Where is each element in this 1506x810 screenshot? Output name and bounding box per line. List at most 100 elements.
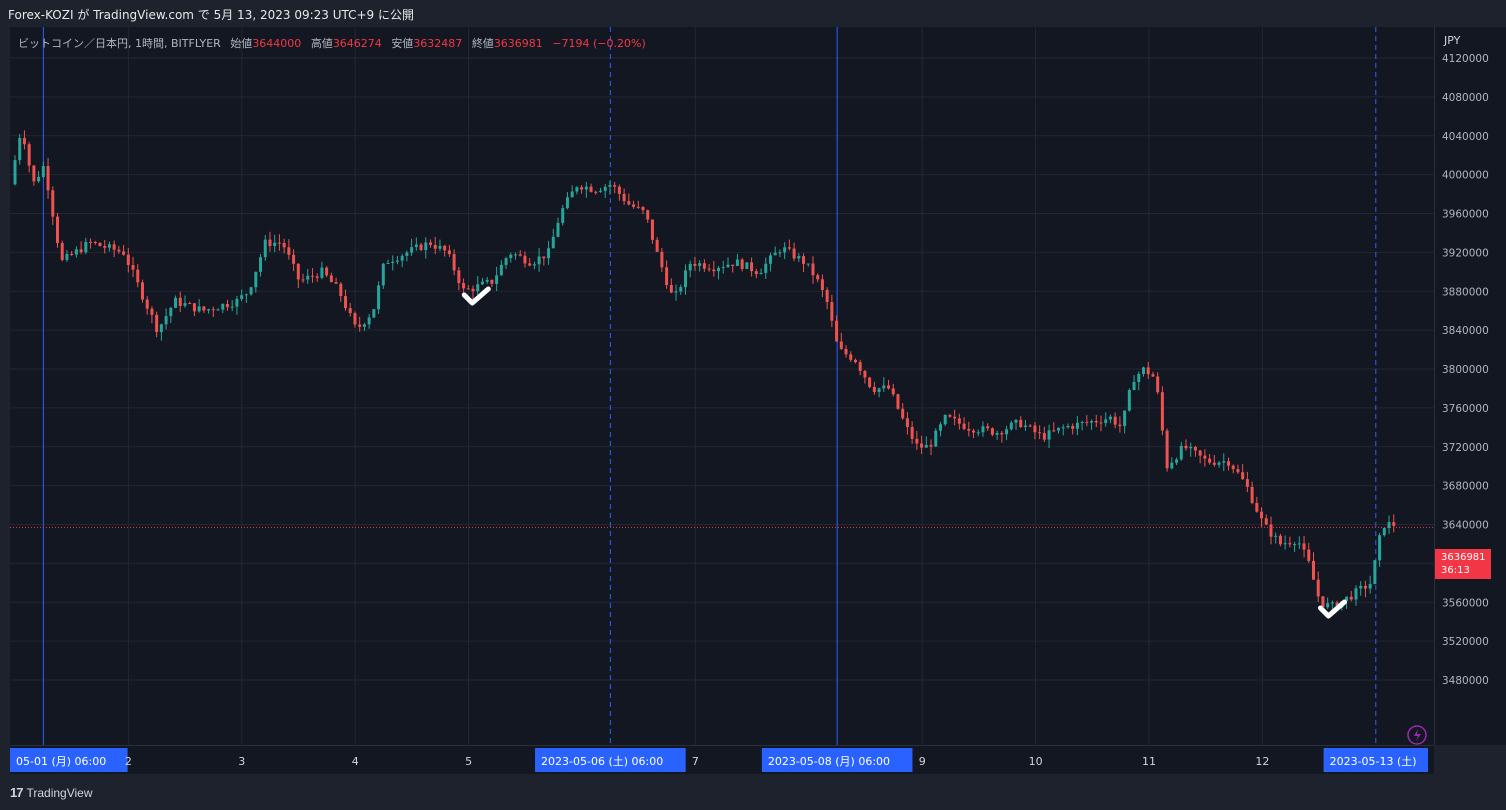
candle-body [84, 241, 88, 253]
candle-body [1075, 422, 1079, 429]
candle-body [1363, 585, 1367, 589]
candle-body [381, 263, 385, 286]
candle-body [93, 242, 97, 244]
candle-body [542, 256, 546, 259]
candle-body [1108, 416, 1112, 420]
candle-body [764, 263, 768, 273]
candle-body [414, 244, 418, 248]
candle-body [1113, 416, 1117, 425]
candle-body [98, 242, 102, 247]
candle-body [197, 306, 201, 312]
candle-body [485, 279, 489, 282]
candle-body [1023, 425, 1027, 427]
candle-body [457, 270, 461, 284]
candle-body [282, 243, 286, 248]
candle-body [447, 250, 451, 255]
candle-body [225, 303, 229, 308]
tradingview-brand: TradingView [26, 786, 93, 800]
candle-body [499, 264, 503, 276]
candle-body [70, 253, 74, 255]
checkmark-icon [461, 286, 491, 306]
candle-body [372, 309, 376, 318]
candle-body [1156, 376, 1160, 393]
candle-body [905, 418, 909, 427]
candle-body [263, 239, 267, 258]
candle-body [1028, 425, 1032, 427]
legend-close-label: 終値 [471, 37, 494, 50]
candle-body [1330, 602, 1334, 604]
candle-body [584, 186, 588, 190]
top-bar: Forex-KOZI が TradingView.com で 5月 13, 20… [0, 0, 1506, 26]
candle-body [754, 271, 758, 275]
lightning-icon[interactable] [1407, 725, 1427, 745]
candle-body [599, 190, 603, 192]
candle-body [1345, 596, 1349, 602]
candle-body [972, 430, 976, 433]
candle-body [1009, 422, 1013, 430]
candle-body [858, 362, 862, 371]
candle-body [268, 239, 272, 246]
candle-body [594, 191, 598, 193]
candle-body [1175, 459, 1179, 463]
candle-body [962, 423, 966, 429]
candle-body [839, 341, 843, 349]
candle-body [570, 191, 574, 198]
time-axis[interactable] [10, 745, 1434, 774]
candle-body [702, 263, 706, 269]
candle-body [145, 299, 149, 309]
candle-body [230, 306, 234, 308]
y-tick-label: 3880000 [1442, 286, 1489, 298]
candle-body [872, 387, 876, 392]
candle-body [1080, 421, 1084, 423]
candle-body [1250, 486, 1254, 503]
x-tick-label: 2 [125, 755, 132, 768]
candle-body [551, 236, 555, 249]
candle-body [1226, 461, 1230, 466]
candle-body [636, 206, 640, 208]
candle-body [438, 245, 442, 249]
currency-label: JPY [1444, 34, 1461, 47]
candle-body [41, 166, 45, 177]
candle-body [79, 249, 83, 253]
x-tick-label: 2023-05-13 (土) [1330, 755, 1417, 768]
lightning-bolt-icon [1414, 729, 1421, 741]
candle-body [178, 297, 182, 306]
candle-body [835, 320, 839, 342]
candle-body [235, 298, 239, 307]
candle-body [174, 297, 178, 308]
x-tick-label: 2023-05-06 (土) 06:00 [541, 755, 663, 768]
price-axis[interactable] [1434, 27, 1506, 745]
candle-body [466, 288, 470, 290]
candle-body [920, 443, 924, 448]
candle-body [915, 438, 919, 444]
candle-body [986, 426, 990, 429]
candle-body [580, 187, 584, 190]
candle-body [1302, 543, 1306, 550]
tradingview-logo[interactable]: 17 TradingView [10, 785, 93, 800]
candle-body [660, 251, 664, 268]
candle-body [882, 385, 886, 389]
candle-body [1387, 522, 1391, 528]
candle-body [1260, 511, 1264, 519]
candle-body [990, 428, 994, 435]
candle-body [868, 377, 872, 388]
chart-pane[interactable] [10, 27, 1434, 745]
y-tick-label: 4120000 [1442, 53, 1489, 65]
candle-body [759, 272, 763, 275]
candle-body [122, 251, 126, 255]
candle-body [277, 242, 281, 244]
candle-body [768, 255, 772, 264]
candle-body [13, 160, 17, 185]
candle-body [1288, 543, 1292, 545]
candle-body [575, 187, 579, 192]
candle-body [802, 256, 806, 264]
candle-body [627, 201, 631, 205]
candle-body [1104, 419, 1108, 424]
candle-body [650, 219, 654, 240]
candle-body [136, 269, 140, 283]
candle-body [410, 247, 414, 253]
candle-body [1047, 430, 1051, 440]
publish-info: Forex-KOZI が TradingView.com で 5月 13, 20… [8, 8, 415, 22]
legend-symbol: ビットコイン／日本円, 1時間, BITFLYER [18, 37, 221, 50]
y-tick-label: 3640000 [1442, 520, 1489, 532]
